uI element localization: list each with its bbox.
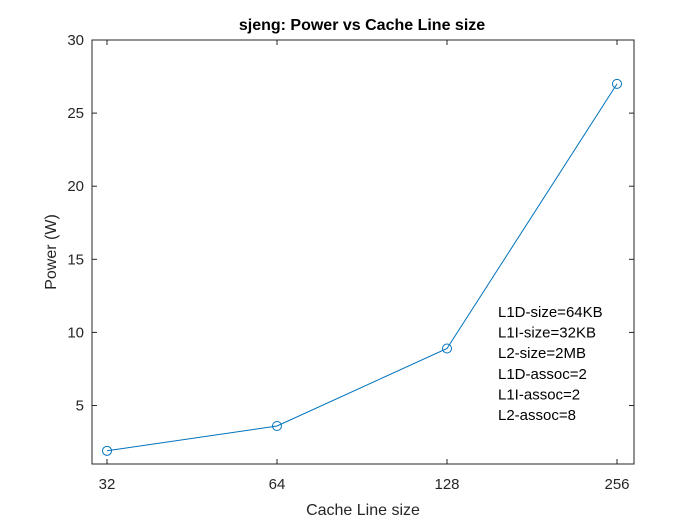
annotation-line: L1D-assoc=2 bbox=[498, 366, 587, 383]
y-tick-label: 5 bbox=[76, 398, 84, 415]
x-tick-label: 128 bbox=[434, 476, 459, 493]
x-tick-label: 256 bbox=[604, 476, 629, 493]
series-points bbox=[102, 78, 622, 456]
y-axis-label: Power (W) bbox=[43, 214, 60, 290]
data-point bbox=[102, 445, 112, 456]
y-tick-label: 25 bbox=[67, 105, 84, 122]
series-line bbox=[106, 83, 618, 452]
x-axis-label: Cache Line size bbox=[306, 502, 420, 519]
chart-title: sjeng: Power vs Cache Line size bbox=[239, 17, 485, 34]
x-axis: 32 64 128 256 bbox=[99, 40, 630, 493]
x-tick-label: 32 bbox=[99, 476, 116, 493]
annotation-line: L1I-size=32KB bbox=[498, 325, 596, 342]
data-point bbox=[272, 420, 282, 431]
y-tick-label: 30 bbox=[67, 32, 84, 49]
data-point bbox=[442, 343, 452, 354]
y-tick-label: 10 bbox=[67, 324, 84, 341]
annotation-line: L2-assoc=8 bbox=[498, 407, 576, 424]
x-tick-label: 64 bbox=[269, 476, 286, 493]
data-point bbox=[612, 78, 622, 89]
annotation-line: L1D-size=64KB bbox=[498, 304, 603, 321]
annotation-line: L1I-assoc=2 bbox=[498, 386, 580, 403]
y-axis: 5 10 15 20 25 30 bbox=[67, 32, 634, 415]
y-tick-label: 15 bbox=[67, 251, 84, 268]
y-tick-label: 20 bbox=[67, 178, 84, 195]
annotation-line: L2-size=2MB bbox=[498, 345, 586, 362]
plot-frame bbox=[91, 39, 635, 465]
annotation-box: L1D-size=64KB L1I-size=32KB L2-size=2MB L1D… bbox=[498, 304, 603, 424]
